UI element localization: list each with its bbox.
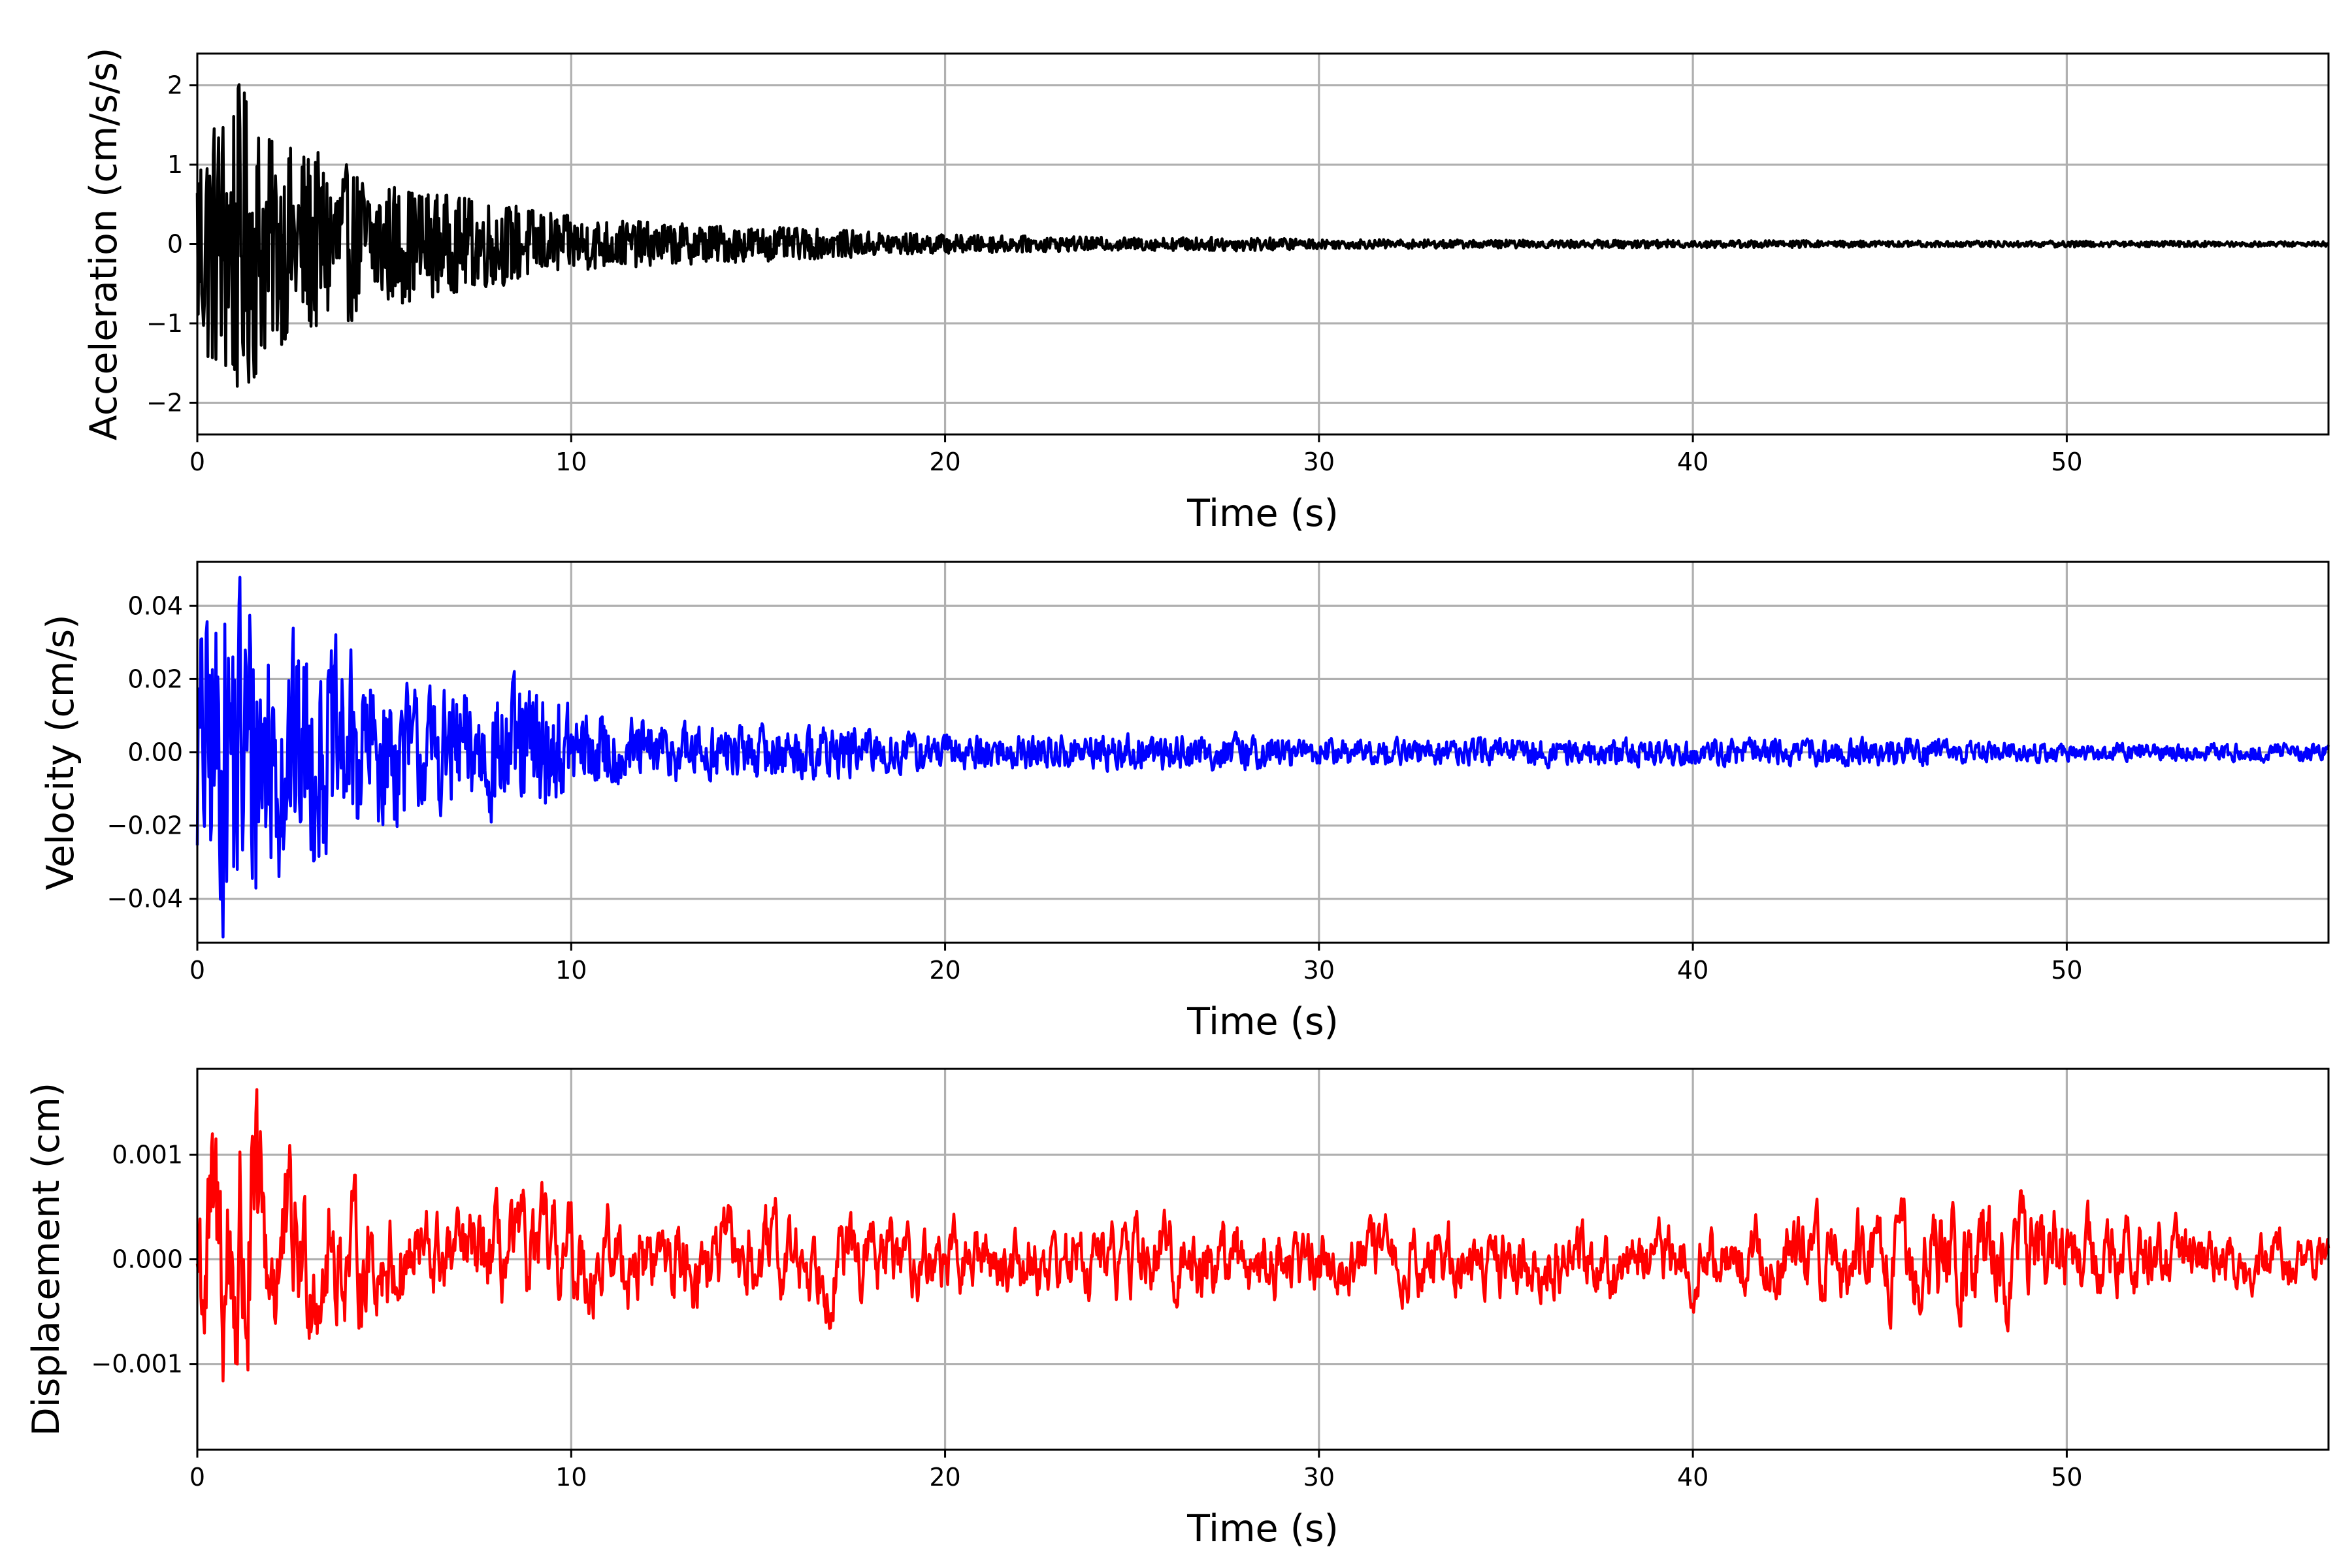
acceleration-y-axis-label: Acceleration (cm/s/s) (82, 48, 125, 440)
displacement-x-tick-label: 40 (1677, 1463, 1708, 1492)
acceleration-y-tick-label: −1 (146, 309, 183, 338)
acceleration-x-tick-label: 10 (555, 448, 587, 476)
velocity-y-tick-label: −0.04 (107, 885, 183, 913)
displacement-y-tick-label: −0.001 (91, 1350, 183, 1379)
displacement-y-tick-label: 0.001 (112, 1140, 183, 1169)
acceleration-x-tick-label: 0 (189, 448, 205, 476)
velocity-x-axis-label: Time (s) (1186, 1000, 1339, 1043)
acceleration-x-tick-label: 40 (1677, 448, 1708, 476)
acceleration-y-tick-label: 1 (167, 150, 183, 179)
velocity-y-axis-label: Velocity (cm/s) (39, 615, 82, 890)
velocity-panel: 0 10 20 30 40 50 −0.04 −0.02 0.00 0.02 0.04 Time (s… (39, 561, 2330, 1043)
velocity-y-tick-label: 0.02 (127, 664, 183, 693)
velocity-x-tick-label: 10 (555, 956, 587, 985)
acceleration-x-tick-label: 50 (2051, 448, 2082, 476)
velocity-series-line (195, 576, 2330, 939)
acceleration-y-tick-label: 0 (167, 230, 183, 259)
velocity-y-tick-label: −0.02 (107, 811, 183, 840)
displacement-x-tick-label: 50 (2051, 1463, 2082, 1492)
displacement-x-tick-label: 10 (555, 1463, 587, 1492)
velocity-y-tick-label: 0.00 (127, 738, 183, 767)
displacement-x-tick-label: 0 (189, 1463, 205, 1492)
displacement-x-tick-label: 20 (929, 1463, 960, 1492)
velocity-y-tick-label: 0.04 (127, 591, 183, 620)
velocity-x-tick-label: 50 (2051, 956, 2082, 985)
acceleration-series-line (195, 83, 2330, 388)
displacement-series-line (195, 1088, 2330, 1382)
displacement-panel: 0 10 20 30 40 50 −0.001 0.000 0.001 Time (s) Displ… (25, 1068, 2330, 1550)
acceleration-panel: 0 10 20 30 40 50 −2 −1 0 1 2 Time (s) Acceleration (… (82, 48, 2330, 535)
velocity-x-tick-label: 40 (1677, 956, 1708, 985)
displacement-y-axis-label: Displacement (cm) (25, 1083, 68, 1436)
displacement-x-tick-label: 30 (1303, 1463, 1335, 1492)
acceleration-x-tick-label: 20 (929, 448, 960, 476)
acceleration-y-tick-label: −2 (146, 388, 183, 417)
displacement-x-axis-label: Time (s) (1186, 1507, 1339, 1550)
velocity-x-tick-label: 30 (1303, 956, 1335, 985)
acceleration-y-tick-label: 2 (167, 71, 183, 100)
acceleration-x-axis-label: Time (s) (1186, 492, 1339, 535)
velocity-x-tick-label: 20 (929, 956, 960, 985)
acceleration-x-tick-label: 30 (1303, 448, 1335, 476)
velocity-x-tick-label: 0 (189, 956, 205, 985)
displacement-y-tick-label: 0.000 (112, 1245, 183, 1274)
